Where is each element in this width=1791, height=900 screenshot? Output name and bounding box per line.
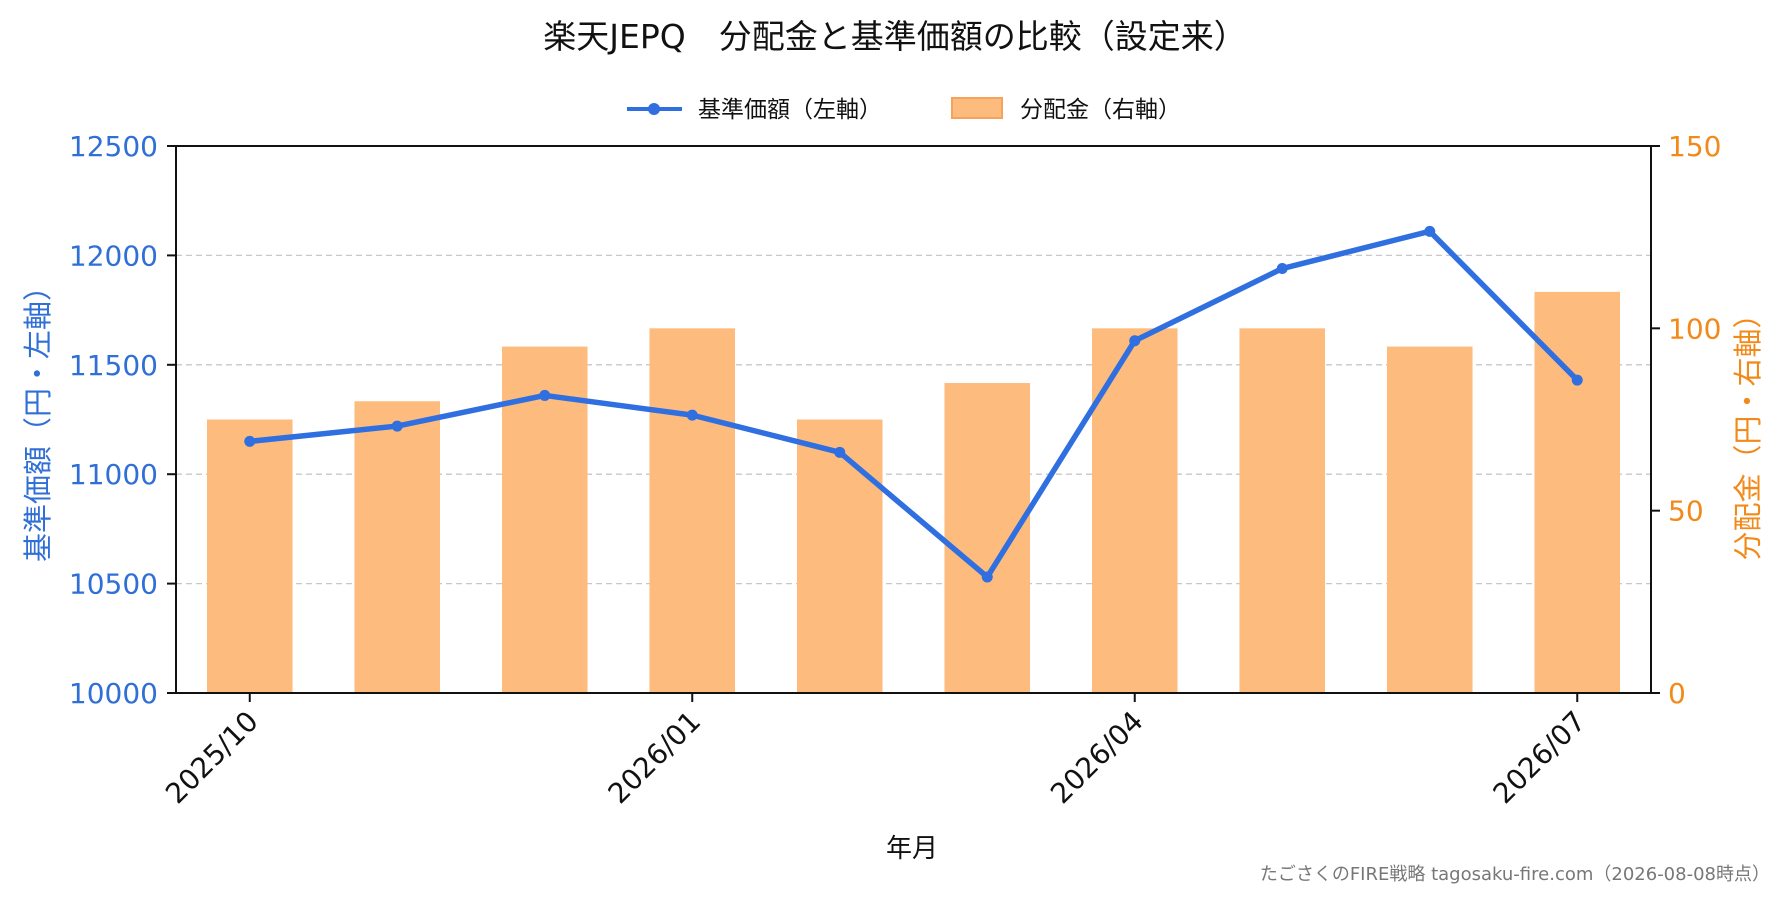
legend-line-marker [648, 103, 660, 115]
bar-2025/12 [501, 346, 588, 693]
bar-2026/01 [649, 328, 736, 693]
point-2026/07 [1571, 374, 1583, 386]
bars-layer [206, 291, 1621, 693]
bar-2026/04 [1091, 328, 1178, 693]
y-axis-left-label: 基準価額（円・左軸） [21, 272, 55, 562]
x-tick-label: 2026/01 [602, 705, 708, 811]
x-axis-label: 年月 [886, 834, 938, 864]
point-2026/06 [1424, 225, 1436, 237]
y-left-tick-label: 10000 [69, 677, 158, 710]
point-2025/12 [539, 389, 551, 401]
bar-2026/06 [1386, 346, 1473, 693]
y-right-tick-label: 150 [1668, 130, 1721, 163]
x-tick-label: 2025/10 [159, 705, 265, 811]
y-left-tick-label: 12000 [69, 239, 158, 272]
line-series-nav [247, 228, 1580, 580]
y-right-tick-label: 50 [1668, 495, 1704, 528]
point-2025/11 [391, 420, 403, 432]
y-left-tick-label: 12500 [69, 130, 158, 163]
x-tick-label: 2026/07 [1487, 705, 1593, 811]
point-2026/01 [686, 409, 698, 421]
bar-2026/03 [944, 383, 1031, 693]
y-left-tick-label: 11500 [69, 349, 158, 382]
legend: 基準価額（左軸） 分配金（右軸） [627, 97, 1181, 123]
point-2025/10 [244, 435, 256, 447]
y-right-tick-label: 100 [1668, 312, 1721, 345]
y-axis-right-label: 分配金（円・右軸） [1731, 299, 1765, 560]
point-2026/05 [1276, 263, 1288, 275]
bar-2026/05 [1239, 328, 1326, 693]
bar-2025/10 [206, 419, 293, 693]
point-2026/03 [981, 571, 993, 583]
source-footer: たごさくのFIRE戦略 tagosaku-fire.com（2026-08-08… [1260, 864, 1770, 885]
bar-2025/11 [354, 401, 441, 693]
point-2026/04 [1129, 335, 1141, 347]
line-layer [244, 225, 1583, 583]
legend-bar-label: 分配金（右軸） [1020, 97, 1181, 123]
chart-title: 楽天JEPQ 分配金と基準価額の比較（設定来） [543, 17, 1246, 56]
x-tick-label: 2026/04 [1044, 705, 1150, 811]
axes-layer [175, 145, 1652, 694]
y-right-tick-label: 0 [1668, 677, 1686, 710]
legend-line-label: 基準価額（左軸） [698, 97, 882, 123]
y-left-tick-label: 11000 [69, 458, 158, 491]
ticks-layer: 10000 10500 11000 11500 12000 12500 0 50 100 150 2… [69, 130, 1722, 810]
bar-2026/07 [1534, 291, 1621, 693]
legend-bar-swatch [951, 97, 1003, 119]
bar-2026/02 [796, 419, 883, 693]
point-2026/02 [834, 446, 846, 458]
y-left-tick-label: 10500 [69, 568, 158, 601]
